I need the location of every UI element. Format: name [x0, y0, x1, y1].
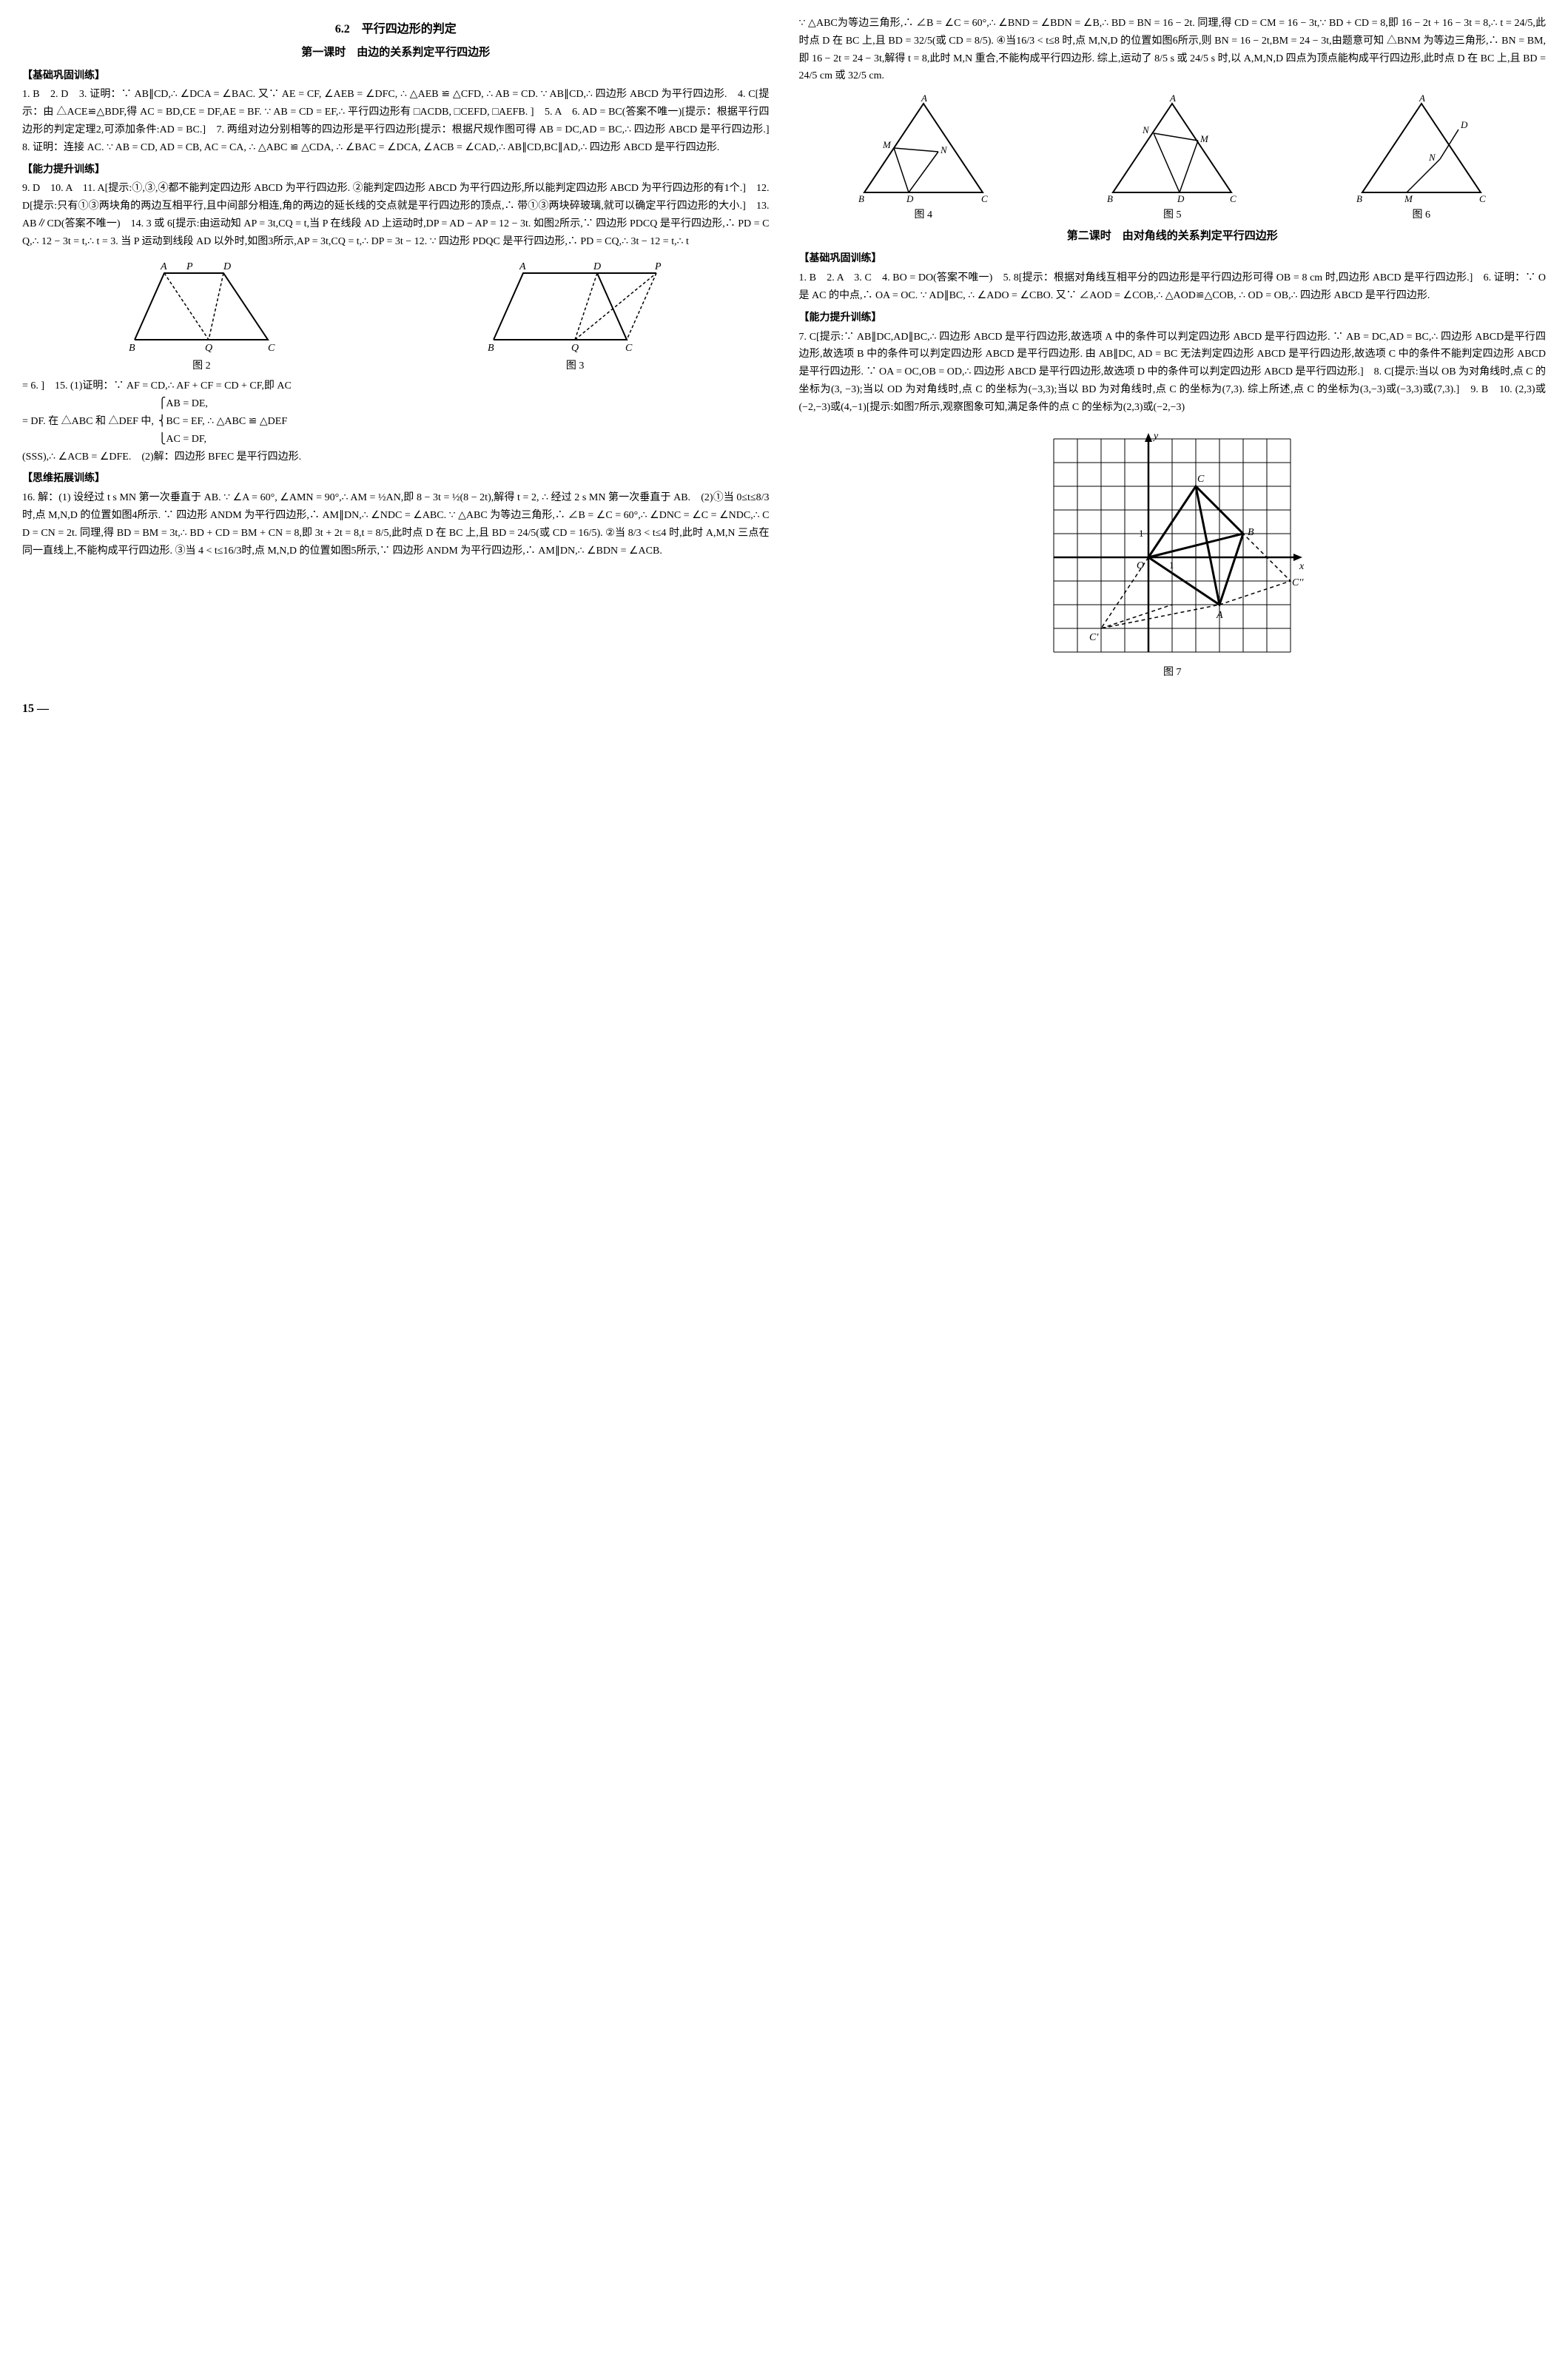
- basic-heading: 【基础巩固训练】: [22, 67, 770, 85]
- svg-text:y: y: [1152, 431, 1159, 442]
- svg-text:D: D: [593, 261, 601, 272]
- figure-7: O A B C C' C'' x y 1 1 图 7: [1039, 424, 1305, 682]
- svg-text:B: B: [1107, 193, 1113, 204]
- basic-text: 1. B 2. D 3. 证明：∵ AB∥CD,∴ ∠DCA = ∠BAC. 又…: [22, 86, 770, 156]
- thinking-heading: 【思维拓展训练】: [22, 470, 770, 488]
- svg-text:N: N: [1428, 152, 1436, 163]
- triangle-5-svg: A B C D N M: [1106, 93, 1239, 204]
- svg-text:C: C: [1230, 193, 1236, 204]
- svg-text:C'': C'': [1292, 577, 1304, 588]
- svg-text:P: P: [186, 261, 193, 272]
- ability-text-2: = 6. ] 15. (1)证明：∵ AF = CD,∴ AF + CF = C…: [22, 377, 770, 395]
- cases-block: ⎧AB = DE, ⎨BC = EF, ∴ △ABC ≌ △DEF ⎩AC = …: [158, 395, 287, 448]
- fig4-label: 图 4: [857, 206, 990, 224]
- section-title: 6.2 平行四边形的判定: [22, 19, 770, 39]
- left-column: 6.2 平行四边形的判定 第一课时 由边的关系判定平行四边形 【基础巩固训练】 …: [22, 15, 770, 684]
- trapezoid-1-svg: A P D B Q C: [120, 258, 283, 355]
- figure-5: A B C D N M 图 5: [1106, 93, 1239, 224]
- svg-text:1: 1: [1169, 560, 1174, 571]
- svg-text:D: D: [1177, 193, 1185, 204]
- svg-text:M: M: [1199, 133, 1209, 144]
- svg-text:D: D: [906, 193, 914, 204]
- fig3-label: 图 3: [479, 357, 671, 375]
- svg-text:A: A: [519, 261, 526, 272]
- ability-text-right: 7. C[提示:∵ AB∥DC,AD∥BC,∴ 四边形 ABCD 是平行四边形,…: [799, 329, 1547, 417]
- svg-text:B: B: [1248, 527, 1254, 538]
- svg-text:B: B: [129, 343, 135, 354]
- basic-text-2: 1. B 2. A 3. C 4. BO = DO(答案不唯一) 5. 8[提示…: [799, 269, 1547, 305]
- svg-text:C: C: [981, 193, 988, 204]
- right-column: ∵ △ABC为等边三角形,∴ ∠B = ∠C = 60°,∴ ∠BND = ∠B…: [799, 15, 1547, 684]
- figure-row-2: A B C D M N 图 4 A B C D: [799, 93, 1547, 224]
- fig7-label: 图 7: [1039, 664, 1305, 682]
- svg-text:A: A: [1419, 93, 1425, 104]
- ability-text-1: 9. D 10. A 11. A[提示:①,③,④都不能判定四边形 ABCD 为…: [22, 180, 770, 250]
- svg-text:1: 1: [1139, 528, 1144, 539]
- svg-text:x: x: [1299, 561, 1305, 572]
- figure-row-3: O A B C C' C'' x y 1 1 图 7: [799, 424, 1547, 682]
- fig6-label: 图 6: [1355, 206, 1488, 224]
- grid-svg: O A B C C' C'' x y 1 1: [1039, 424, 1305, 661]
- basic-heading-2: 【基础巩固训练】: [799, 250, 1547, 268]
- fig5-label: 图 5: [1106, 206, 1239, 224]
- right-continue: ∵ △ABC为等边三角形,∴ ∠B = ∠C = 60°,∴ ∠BND = ∠B…: [799, 15, 1547, 85]
- svg-text:C: C: [268, 343, 275, 354]
- figure-3: A D P B Q C 图 3: [479, 258, 671, 375]
- page-container: 6.2 平行四边形的判定 第一课时 由边的关系判定平行四边形 【基础巩固训练】 …: [22, 15, 1546, 684]
- svg-text:M: M: [1404, 193, 1413, 204]
- svg-text:Q: Q: [571, 343, 579, 354]
- triangle-4-svg: A B C D M N: [857, 93, 990, 204]
- ability-text-3-row: = DF. 在 △ABC 和 △DEF 中, ⎧AB = DE, ⎨BC = E…: [22, 395, 770, 448]
- svg-text:N: N: [1142, 124, 1150, 135]
- ability-text-4: (SSS),∴ ∠ACB = ∠DFE. (2)解：四边形 BFEC 是平行四边…: [22, 449, 770, 466]
- svg-text:A: A: [921, 93, 927, 104]
- svg-text:B: B: [488, 343, 494, 354]
- svg-text:B: B: [858, 193, 864, 204]
- svg-text:N: N: [940, 144, 948, 155]
- svg-text:D: D: [223, 261, 231, 272]
- ability-text-3: = DF. 在 △ABC 和 △DEF 中,: [22, 413, 154, 431]
- svg-text:C: C: [1197, 474, 1205, 485]
- lesson1-title: 第一课时 由边的关系判定平行四边形: [22, 44, 770, 63]
- svg-text:A: A: [1169, 93, 1176, 104]
- svg-text:Q: Q: [205, 343, 212, 354]
- svg-text:A: A: [1216, 610, 1223, 621]
- page-number: 15 —: [22, 699, 1546, 719]
- svg-text:D: D: [1460, 119, 1468, 130]
- figure-4: A B C D M N 图 4: [857, 93, 990, 224]
- svg-text:C: C: [1479, 193, 1486, 204]
- trapezoid-2-svg: A D P B Q C: [479, 258, 671, 355]
- triangle-6-svg: A B C D M N: [1355, 93, 1488, 204]
- thinking-text: 16. 解：(1) 设经过 t s MN 第一次垂直于 AB. ∵ ∠A = 6…: [22, 489, 770, 560]
- svg-text:M: M: [882, 139, 892, 150]
- svg-text:B: B: [1356, 193, 1362, 204]
- svg-text:C: C: [625, 343, 633, 354]
- ability-heading-2: 【能力提升训练】: [799, 309, 1547, 327]
- ability-heading: 【能力提升训练】: [22, 161, 770, 179]
- svg-text:P: P: [654, 261, 662, 272]
- fig2-label: 图 2: [120, 357, 283, 375]
- figure-2: A P D B Q C 图 2: [120, 258, 283, 375]
- figure-6: A B C D M N 图 6: [1355, 93, 1488, 224]
- svg-text:C': C': [1089, 632, 1099, 643]
- lesson2-title: 第二课时 由对角线的关系判定平行四边形: [799, 227, 1547, 246]
- svg-text:A: A: [160, 261, 167, 272]
- svg-text:O: O: [1137, 560, 1144, 571]
- figure-row-1: A P D B Q C 图 2 A D P: [22, 258, 770, 375]
